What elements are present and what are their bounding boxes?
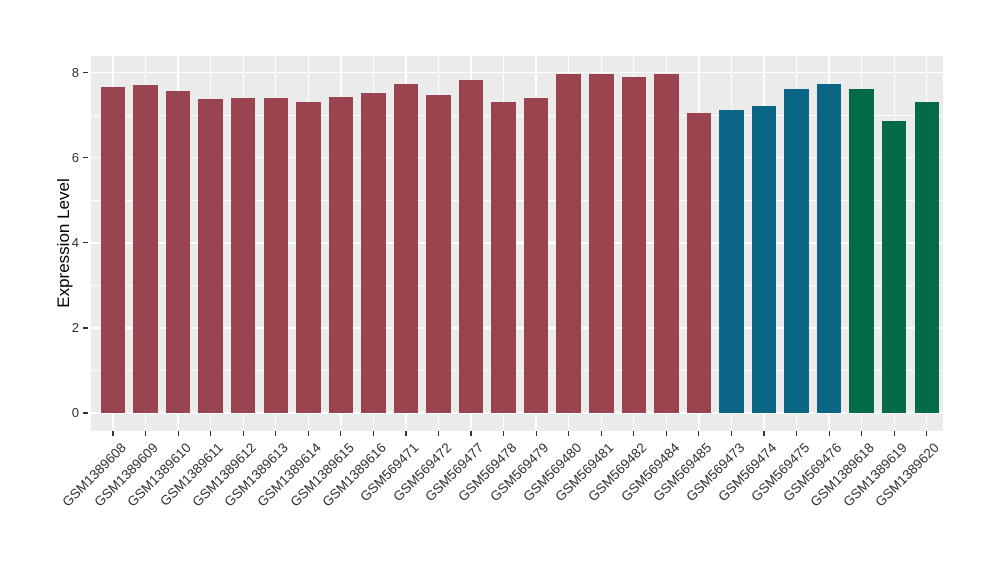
bar bbox=[523, 97, 549, 413]
x-tick-mark bbox=[861, 431, 863, 436]
bar bbox=[621, 76, 647, 413]
x-tick-mark bbox=[698, 431, 700, 436]
x-tick-mark bbox=[568, 431, 570, 436]
bar bbox=[556, 73, 581, 413]
bar bbox=[881, 120, 907, 413]
bar bbox=[198, 99, 223, 413]
bar bbox=[230, 97, 256, 413]
gridline-major bbox=[91, 242, 943, 244]
gridline-major bbox=[91, 327, 943, 329]
x-tick-mark bbox=[600, 431, 602, 436]
bar bbox=[751, 105, 777, 413]
x-tick-mark bbox=[893, 431, 895, 436]
x-tick-mark bbox=[795, 431, 798, 436]
x-tick-mark bbox=[242, 431, 244, 436]
gridline-minor bbox=[91, 199, 943, 201]
plot-panel bbox=[91, 56, 943, 431]
y-tick-mark bbox=[83, 242, 88, 244]
bar bbox=[491, 101, 516, 413]
bar bbox=[784, 89, 809, 413]
x-tick-mark bbox=[665, 431, 667, 436]
x-tick-mark bbox=[340, 431, 342, 436]
bar bbox=[426, 94, 451, 413]
x-tick-mark bbox=[177, 431, 179, 436]
x-tick-mark bbox=[633, 431, 635, 436]
x-tick-mark bbox=[307, 431, 309, 436]
bar bbox=[849, 89, 874, 413]
x-tick-mark bbox=[535, 431, 537, 436]
bar bbox=[393, 83, 419, 413]
bar bbox=[654, 73, 679, 413]
bar bbox=[361, 92, 386, 413]
x-tick-mark bbox=[730, 431, 733, 436]
x-tick-mark bbox=[144, 431, 147, 436]
x-tick-mark bbox=[112, 431, 114, 436]
bar bbox=[263, 98, 288, 413]
gridline-major bbox=[91, 412, 943, 414]
bar bbox=[133, 85, 158, 413]
x-tick-mark bbox=[926, 431, 928, 436]
gridline-major bbox=[91, 71, 943, 74]
bar bbox=[816, 83, 842, 413]
bar bbox=[100, 86, 126, 413]
bar bbox=[914, 101, 939, 413]
y-tick-label: 6 bbox=[71, 149, 79, 165]
bar bbox=[165, 91, 191, 413]
bar bbox=[328, 97, 354, 413]
x-tick-mark bbox=[372, 431, 374, 436]
y-tick-mark bbox=[83, 327, 88, 329]
bar bbox=[458, 79, 484, 413]
y-tick-mark bbox=[83, 412, 88, 414]
bar bbox=[589, 73, 614, 413]
x-tick-mark bbox=[503, 431, 505, 436]
x-tick-mark bbox=[437, 431, 440, 436]
y-tick-label: 8 bbox=[71, 64, 79, 80]
x-tick-mark bbox=[828, 431, 830, 436]
gridline-major bbox=[91, 157, 943, 159]
gridline-minor bbox=[91, 370, 943, 371]
bar bbox=[686, 113, 712, 413]
x-tick-mark bbox=[470, 431, 472, 436]
x-tick-mark bbox=[405, 431, 407, 436]
bar bbox=[719, 109, 744, 413]
bar bbox=[296, 101, 321, 413]
x-tick-mark bbox=[210, 431, 212, 436]
y-tick-label: 0 bbox=[71, 405, 79, 420]
y-tick-mark bbox=[83, 157, 88, 159]
gridline-minor bbox=[91, 285, 943, 286]
gridline-minor bbox=[91, 114, 943, 116]
y-tick-label: 4 bbox=[71, 234, 79, 250]
y-tick-label: 2 bbox=[71, 319, 79, 335]
x-tick-mark bbox=[275, 431, 277, 436]
x-tick-mark bbox=[763, 431, 765, 436]
y-tick-mark bbox=[83, 72, 88, 74]
